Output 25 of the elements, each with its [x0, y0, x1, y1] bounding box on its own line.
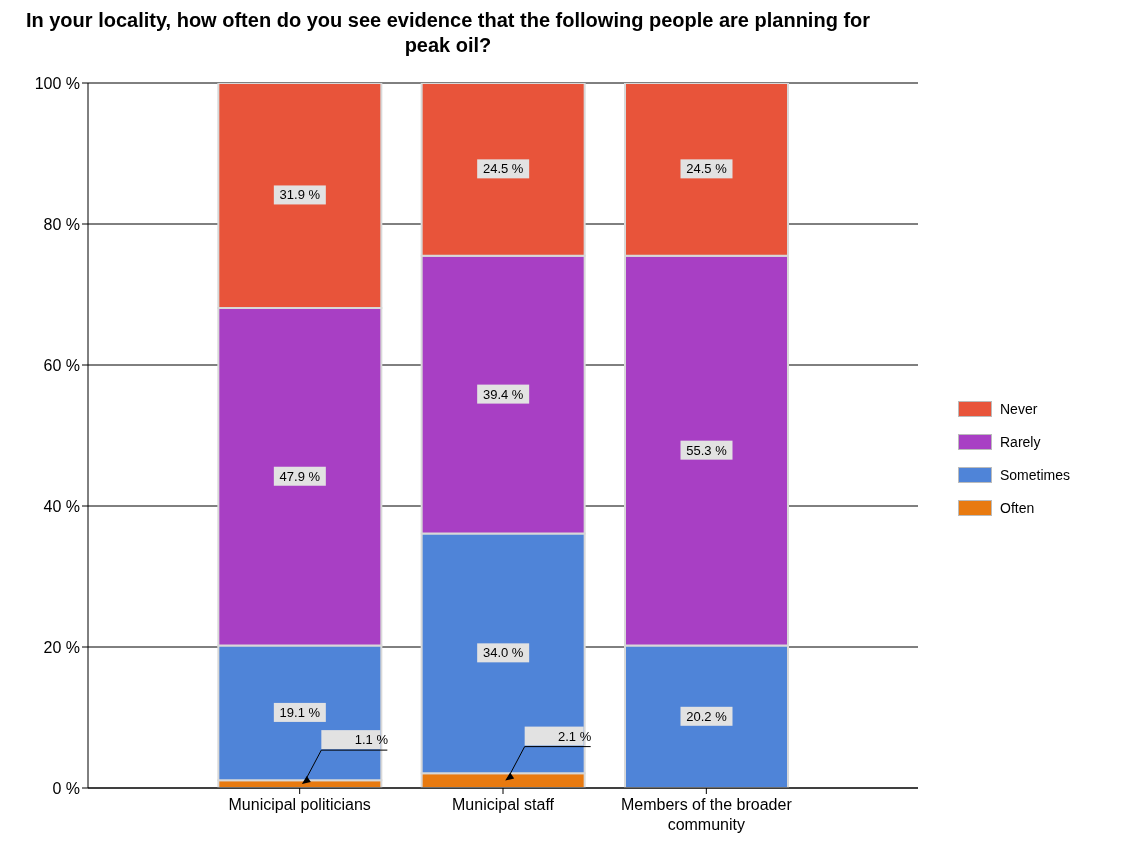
- data-label: 24.5 %: [482, 161, 524, 177]
- data-label: 19.1 %: [279, 704, 321, 720]
- data-label: 55.3 %: [686, 442, 728, 458]
- y-tick-label: 100 %: [34, 74, 80, 92]
- data-label: 2.1 %: [558, 728, 592, 744]
- data-label: 24.5 %: [686, 161, 728, 177]
- y-tick-label: 80 %: [43, 215, 80, 233]
- data-label: 1.1 %: [354, 732, 389, 748]
- data-label: 34.0 %: [482, 645, 524, 661]
- y-tick-label: 60 %: [43, 356, 80, 374]
- data-label: 31.9 %: [279, 187, 321, 203]
- legend-label: Never: [1000, 400, 1038, 417]
- data-label: 39.4 %: [482, 386, 524, 402]
- legend-label: Sometimes: [1000, 466, 1071, 483]
- x-tick-label: Municipal staff: [452, 796, 555, 813]
- data-label: 20.2 %: [686, 708, 728, 724]
- x-tick-label: Members of the broader community: [620, 796, 793, 833]
- data-label: 47.9 %: [279, 468, 321, 484]
- x-tick-label: Municipal politicians: [228, 796, 371, 813]
- legend-label: Rarely: [1000, 433, 1041, 450]
- legend-label: Often: [1000, 499, 1035, 516]
- chart-title: In your locality, how often do you see evidence that the following people are planning for peak oil?: [24, 8, 872, 58]
- y-tick-label: 0 %: [52, 779, 80, 797]
- y-tick-label: 20 %: [43, 638, 80, 656]
- y-tick-label: 40 %: [43, 497, 80, 515]
